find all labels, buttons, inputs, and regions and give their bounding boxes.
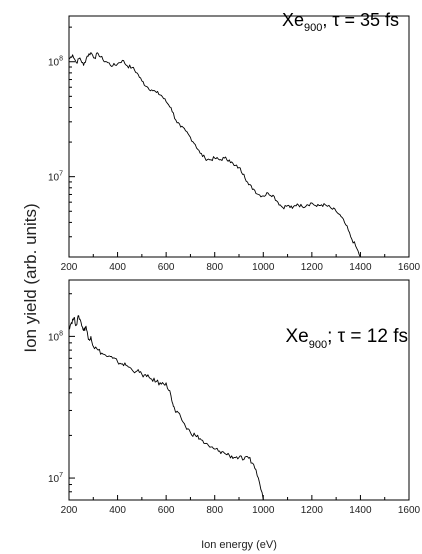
annotation-bottom-main: Xe xyxy=(285,326,308,347)
top-ytick-label-base: 10 xyxy=(48,173,60,184)
bottom-xtick-label-800: 800 xyxy=(206,505,223,516)
top-ytick-label-8: 108 xyxy=(48,56,63,69)
bottom-ytick-label-base: 10 xyxy=(48,332,60,343)
top-panel: Xe900, τ = 35 fs 200 400 600 800 1000 1200 140… xyxy=(48,10,421,273)
top-ytick-label-base: 10 xyxy=(48,58,60,69)
annotation-bottom: Xe900; τ = 12 fs xyxy=(285,326,408,351)
bottom-xtick-label-1600: 1600 xyxy=(398,505,421,516)
annotation-top-main: Xe xyxy=(282,10,304,30)
bottom-ytick-label-8: 108 xyxy=(48,330,63,343)
annotation-bottom-rest: ; τ = 12 fs xyxy=(327,326,408,347)
bottom-ytick-label-7: 107 xyxy=(48,472,63,485)
top-xtick-label-1000: 1000 xyxy=(252,262,275,273)
top-xtick-label-600: 600 xyxy=(158,262,175,273)
top-xtick-label-800: 800 xyxy=(206,262,223,273)
top-xtick-label-1400: 1400 xyxy=(349,262,372,273)
top-ytick-label-7: 107 xyxy=(48,171,63,184)
top-series-line xyxy=(68,52,361,258)
bottom-ytick-label-exp: 7 xyxy=(59,472,63,479)
annotation-top-rest: , τ = 35 fs xyxy=(322,10,399,30)
top-xtick-label-1600: 1600 xyxy=(398,262,421,273)
annotation-top-sub: 900 xyxy=(304,22,322,34)
bottom-ytick-label-exp: 8 xyxy=(59,330,63,337)
bottom-plot-frame xyxy=(68,279,410,501)
bottom-xtick-label-200: 200 xyxy=(61,505,78,516)
annotation-bottom-sub: 900 xyxy=(309,339,327,351)
bottom-series-line xyxy=(68,315,264,501)
bottom-xtick-label-1000: 1000 xyxy=(252,505,275,516)
y-axis-title: Ion yield (arb. units) xyxy=(21,203,40,352)
top-xtick-label-400: 400 xyxy=(109,262,126,273)
bottom-xtick-label-400: 400 xyxy=(109,505,126,516)
top-ytick-label-exp: 7 xyxy=(59,171,63,178)
top-ytick-label-exp: 8 xyxy=(59,56,63,63)
bottom-xtick-label-600: 600 xyxy=(158,505,175,516)
bottom-xtick-label-1200: 1200 xyxy=(301,505,324,516)
annotation-top: Xe900, τ = 35 fs xyxy=(282,10,399,34)
top-xtick-label-200: 200 xyxy=(61,262,78,273)
bottom-panel: Xe900; τ = 12 fs 200 400 600 800 1000 1200 140… xyxy=(48,279,421,516)
top-plot-frame xyxy=(68,15,410,258)
bottom-ytick-label-base: 10 xyxy=(48,474,60,485)
x-axis-title: Ion energy (eV) xyxy=(201,539,277,551)
top-xtick-label-1200: 1200 xyxy=(301,262,324,273)
bottom-xtick-label-1400: 1400 xyxy=(349,505,372,516)
